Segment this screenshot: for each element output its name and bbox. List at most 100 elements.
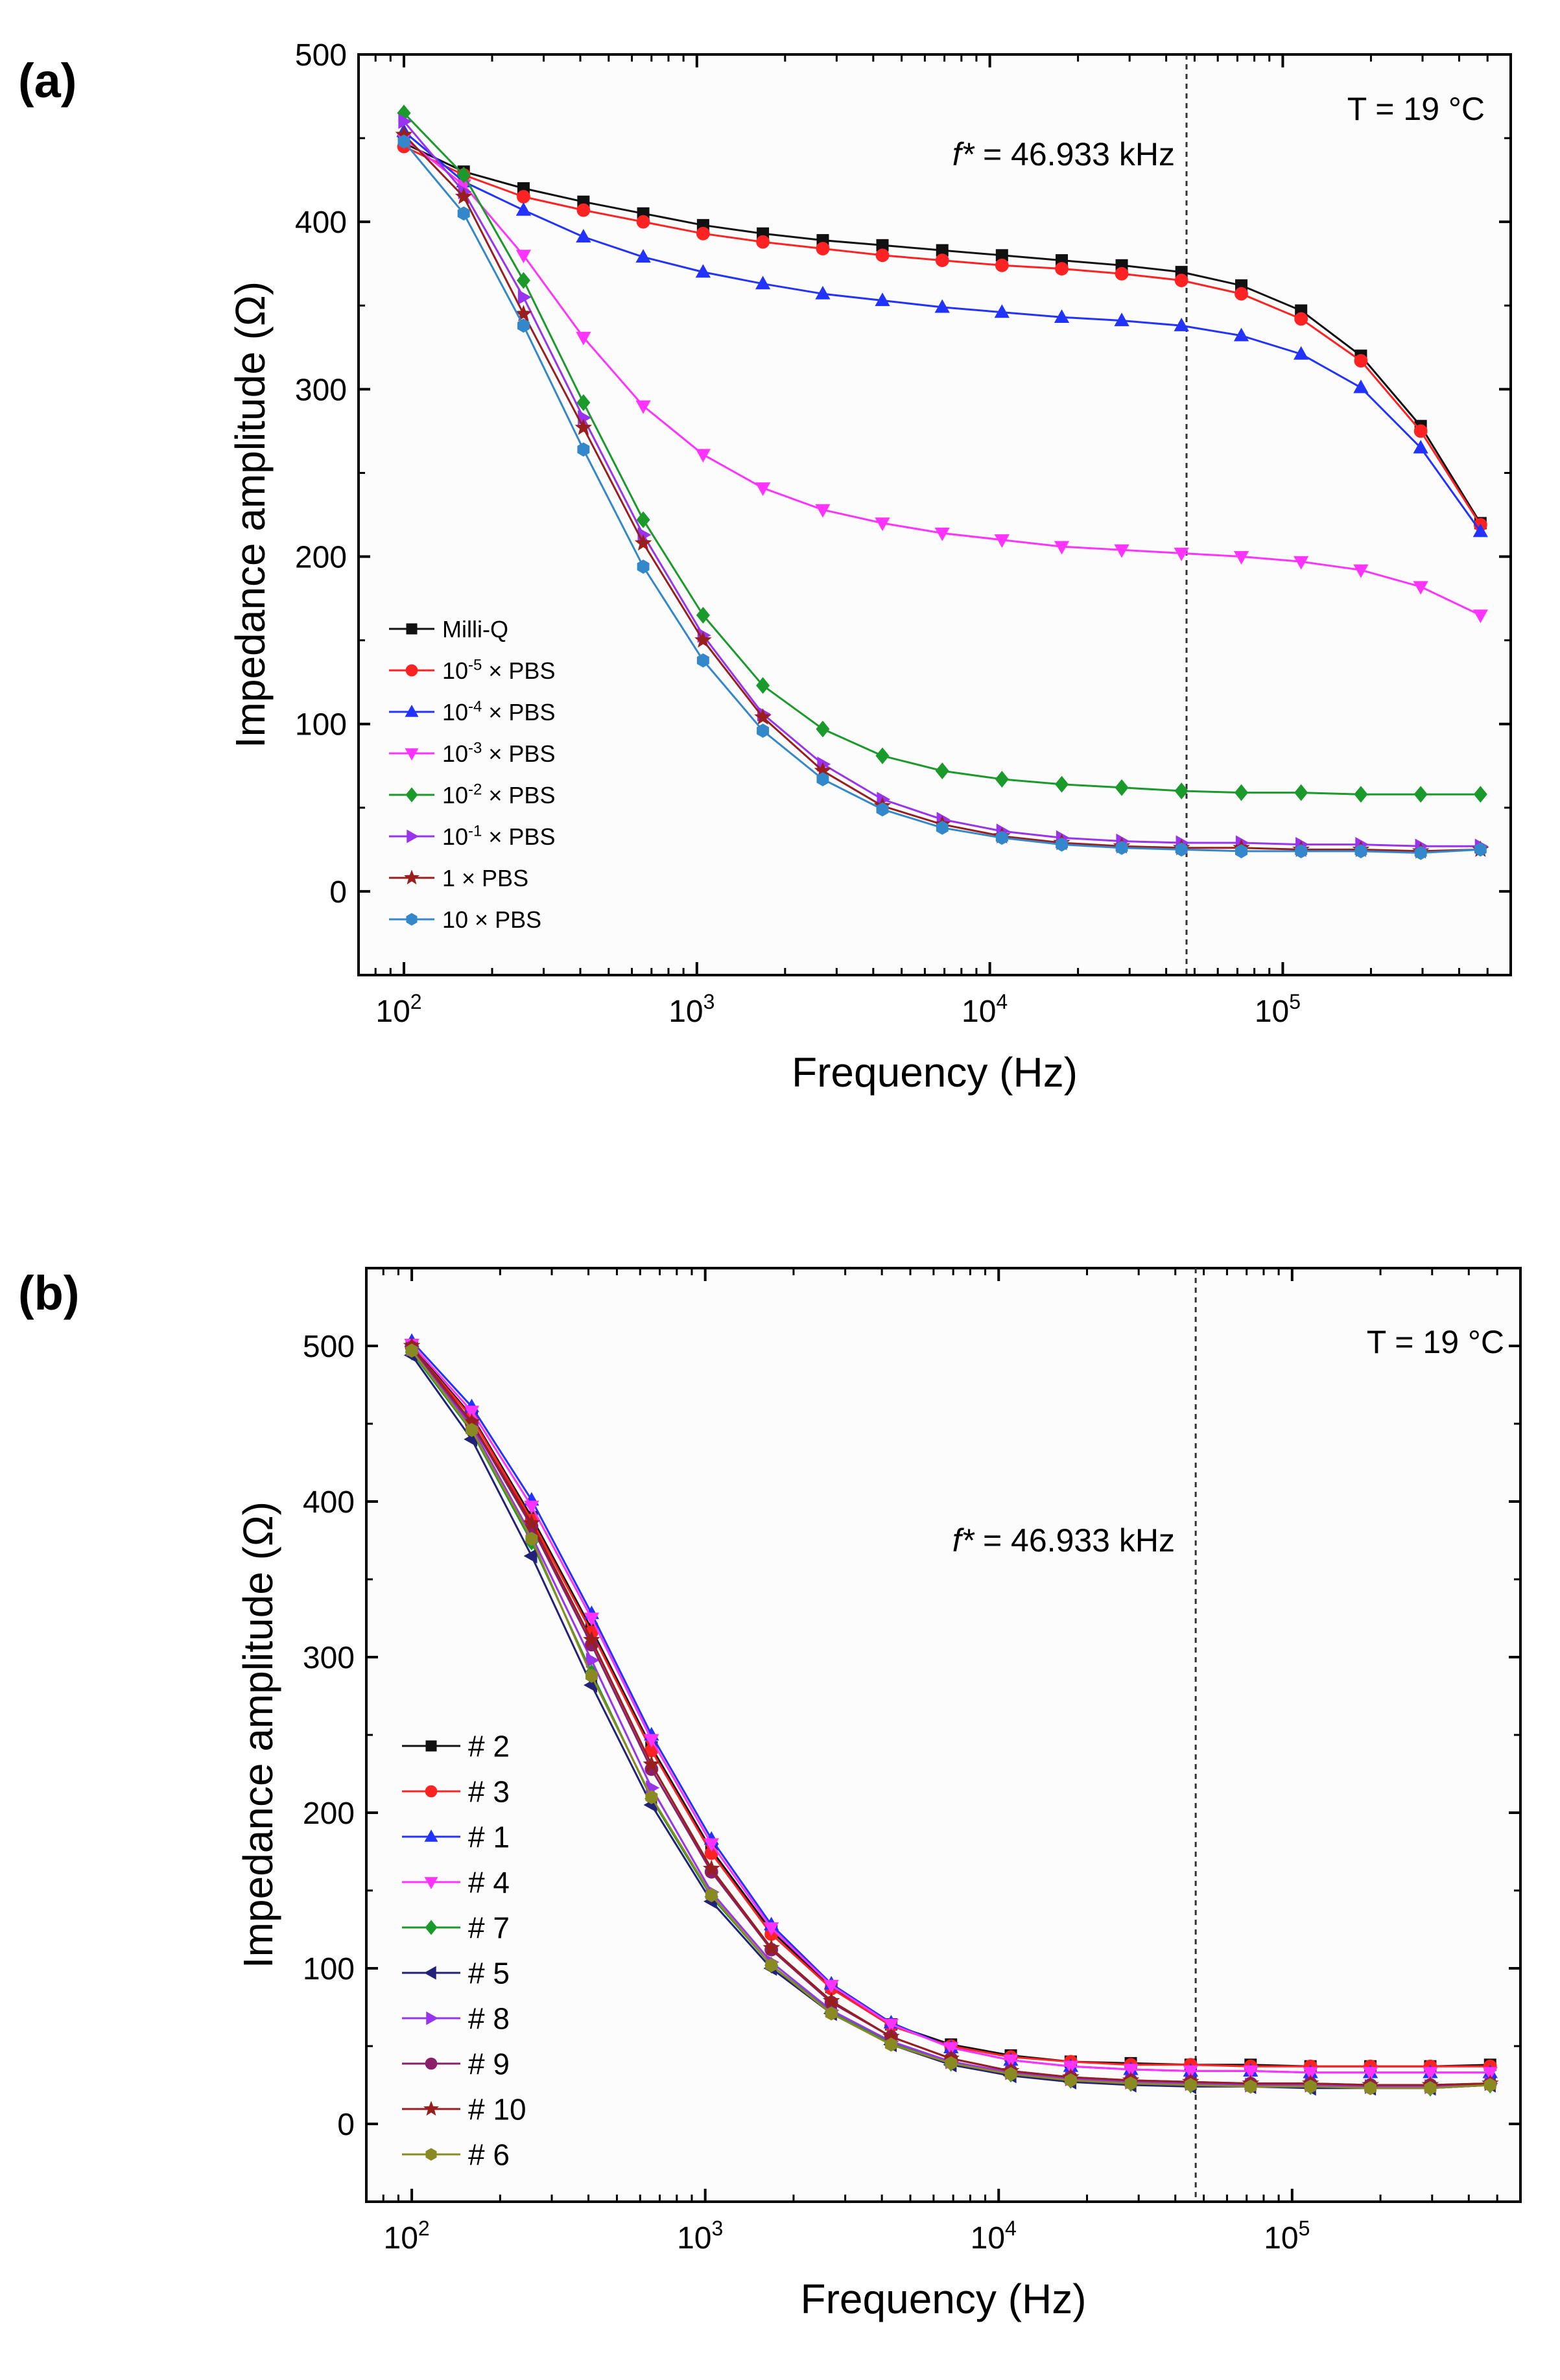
legend-label-prefix: # 7 bbox=[468, 1911, 510, 1945]
data-point bbox=[525, 1531, 538, 1546]
data-point bbox=[1235, 287, 1248, 301]
data-point bbox=[883, 2018, 899, 2032]
x-tick-exponent: 3 bbox=[711, 2217, 723, 2240]
data-point bbox=[756, 677, 770, 694]
reference-label-symbol: f* bbox=[952, 136, 975, 172]
data-point bbox=[995, 258, 1009, 272]
data-point bbox=[995, 770, 1009, 788]
data-point bbox=[762, 1938, 780, 1956]
data-point bbox=[517, 318, 530, 333]
data-point bbox=[637, 560, 650, 574]
data-point bbox=[1364, 2080, 1377, 2095]
data-point bbox=[1472, 609, 1488, 624]
y-tick-label: 300 bbox=[303, 1641, 355, 1675]
data-point bbox=[763, 1922, 779, 1936]
data-point bbox=[398, 113, 412, 129]
data-point bbox=[1003, 2055, 1019, 2068]
data-point bbox=[645, 1790, 658, 1804]
data-point bbox=[1054, 309, 1070, 323]
data-point bbox=[1175, 842, 1188, 857]
legend-label: 10-3 × PBS bbox=[442, 739, 555, 767]
data-point bbox=[576, 394, 591, 411]
legend-marker bbox=[425, 2057, 438, 2070]
legend-label-prefix: # 4 bbox=[468, 1866, 510, 1900]
legend-item: 1 × PBS bbox=[389, 865, 528, 891]
temperature-label: T = 19 °C bbox=[1347, 91, 1485, 127]
data-point bbox=[635, 400, 651, 414]
data-point bbox=[517, 190, 530, 204]
legend-marker bbox=[425, 2148, 437, 2161]
x-tick-base: 10 bbox=[384, 2221, 418, 2256]
x-tick-base: 10 bbox=[375, 995, 410, 1029]
series-7 bbox=[397, 134, 1487, 860]
x-tick-base: 10 bbox=[1255, 995, 1289, 1029]
data-point bbox=[1353, 379, 1369, 394]
legend-marker bbox=[425, 1785, 438, 1798]
y-tick-label: 500 bbox=[303, 1330, 355, 1364]
x-tick-base: 10 bbox=[1264, 2221, 1298, 2256]
legend-label: 10-4 × PBS bbox=[442, 698, 555, 725]
data-point bbox=[1174, 547, 1189, 561]
data-point bbox=[523, 1514, 541, 1531]
data-point bbox=[935, 762, 949, 779]
data-point bbox=[934, 527, 950, 541]
data-point bbox=[695, 449, 711, 463]
legend-marker bbox=[423, 1966, 436, 1980]
legend-label-suffix: × PBS bbox=[482, 782, 555, 808]
data-point bbox=[1354, 786, 1368, 803]
series-4 bbox=[397, 104, 1487, 803]
reference-label-symbol: f* bbox=[952, 1522, 975, 1559]
data-point bbox=[1115, 779, 1129, 796]
x-tick-base: 10 bbox=[668, 995, 703, 1029]
data-point bbox=[943, 2042, 959, 2056]
data-point bbox=[875, 292, 890, 307]
data-point bbox=[1004, 2067, 1017, 2082]
x-tick-label: 102 bbox=[384, 2217, 430, 2256]
data-point bbox=[1414, 845, 1427, 860]
data-point bbox=[576, 331, 591, 346]
legend-label-exponent: -5 bbox=[468, 656, 482, 674]
data-point bbox=[755, 276, 771, 290]
x-tick-exponent: 4 bbox=[1005, 2217, 1017, 2240]
x-tick-label: 105 bbox=[1255, 990, 1301, 1029]
data-point bbox=[705, 1888, 718, 1903]
legend-marker bbox=[405, 704, 419, 717]
data-point bbox=[822, 1992, 840, 2009]
data-point bbox=[1174, 783, 1188, 799]
legend-label: 1 × PBS bbox=[442, 865, 528, 891]
data-point bbox=[1055, 262, 1069, 276]
legend-label-prefix: # 1 bbox=[468, 1820, 510, 1854]
data-point bbox=[994, 304, 1010, 318]
y-tick-label: 100 bbox=[295, 708, 347, 742]
data-point bbox=[1362, 2067, 1378, 2081]
x-axis-title: Frequency (Hz) bbox=[801, 2276, 1087, 2322]
legend-item: # 6 bbox=[402, 2138, 510, 2172]
legend-label: # 5 bbox=[468, 1957, 510, 1990]
y-axis-title: Impedance amplitude (Ω) bbox=[235, 1502, 281, 1968]
data-point bbox=[1474, 842, 1487, 857]
legend-label-exponent: -3 bbox=[468, 739, 482, 757]
data-point bbox=[825, 2006, 838, 2021]
legend-item: # 7 bbox=[402, 1911, 510, 1945]
legend-marker bbox=[426, 2011, 439, 2025]
data-point bbox=[816, 720, 830, 738]
y-tick-label: 400 bbox=[295, 206, 347, 240]
y-tick-label: 500 bbox=[295, 38, 347, 73]
legend-marker bbox=[406, 913, 418, 926]
legend-label-prefix: # 8 bbox=[468, 2002, 510, 2036]
data-point bbox=[1354, 354, 1368, 368]
x-tick-exponent: 4 bbox=[996, 990, 1008, 1013]
y-tick-label: 400 bbox=[303, 1485, 355, 1520]
data-point bbox=[876, 802, 889, 817]
legend-label: # 3 bbox=[468, 1775, 510, 1809]
x-tick-base: 10 bbox=[962, 995, 996, 1029]
data-point bbox=[584, 1612, 600, 1627]
data-point bbox=[1423, 2067, 1438, 2081]
x-axis-title: Frequency (Hz) bbox=[792, 1049, 1078, 1096]
data-point bbox=[1354, 844, 1367, 858]
data-point bbox=[1183, 2065, 1198, 2079]
data-point bbox=[576, 203, 591, 217]
data-point bbox=[1174, 274, 1188, 287]
data-point bbox=[756, 235, 770, 249]
